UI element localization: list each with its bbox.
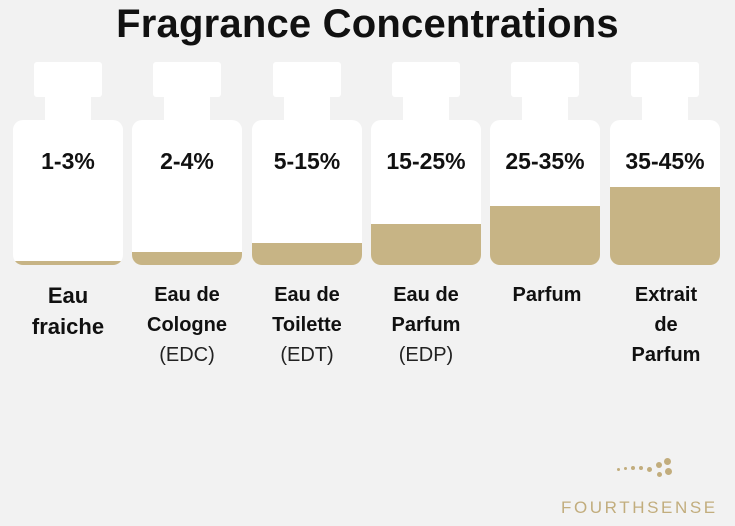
label-eau-fraiche: Eau fraiche <box>8 280 128 342</box>
logo-text: FOURTHSENSE <box>561 498 718 517</box>
bottle-body: 5-15% <box>252 120 362 265</box>
label-abbr: (EDC) <box>159 344 215 366</box>
label-name: Eau de Parfum <box>391 284 461 336</box>
bottle-percent: 25-35% <box>505 148 585 174</box>
page-title: Fragrance Concentrations <box>116 2 619 46</box>
bottle-percent: 2-4% <box>160 148 214 174</box>
bottle-fill <box>13 261 123 265</box>
label-eau-de-cologne: Eau de Cologne (EDC) <box>127 280 247 370</box>
bottle-percent: 1-3% <box>41 148 95 174</box>
bottle-eau-fraiche: 1-3% <box>13 62 123 265</box>
bottle-fill <box>490 206 600 265</box>
label-name: Parfum <box>512 284 582 306</box>
bottle-percent: 35-45% <box>625 148 705 174</box>
bottle-fill <box>132 252 242 265</box>
bottle-body: 1-3% <box>13 120 123 265</box>
label-name: Extrait de Parfum <box>631 284 701 366</box>
bottle-extrait-de-parfum: 35-45% <box>610 62 720 265</box>
bottle-body: 2-4% <box>132 120 242 265</box>
label-abbr: (EDP) <box>398 344 454 366</box>
bottle-eau-de-cologne: 2-4% <box>132 62 242 265</box>
label-name: Eau de Cologne <box>147 284 227 336</box>
bottle-percent: 5-15% <box>273 148 341 174</box>
bottle-cap <box>392 62 460 97</box>
label-abbr: (EDT) <box>280 344 334 366</box>
label-eau-de-parfum: Eau de Parfum (EDP) <box>366 280 486 370</box>
bottle-body: 25-35% <box>490 120 600 265</box>
label-eau-de-toilette: Eau de Toilette (EDT) <box>247 280 367 370</box>
bottle-neck <box>522 96 568 122</box>
bottle-cap <box>511 62 579 97</box>
bottle-percent: 15-25% <box>386 148 466 174</box>
bottle-row: 1-3% 2-4% 5-15% 15-25% 25-35% <box>13 62 720 265</box>
bottle-neck <box>403 96 449 122</box>
bottle-neck <box>284 96 330 122</box>
bottle-eau-de-parfum: 15-25% <box>371 62 481 265</box>
bottle-fill <box>610 187 720 265</box>
label-extrait-de-parfum: Extrait de Parfum <box>606 280 726 370</box>
bottle-cap <box>631 62 699 97</box>
label-name: Eau fraiche <box>31 283 105 339</box>
bottle-neck <box>642 96 688 122</box>
bottle-eau-de-toilette: 5-15% <box>252 62 362 265</box>
bottle-cap <box>273 62 341 97</box>
bottle-parfum: 25-35% <box>490 62 600 265</box>
bottle-neck <box>164 96 210 122</box>
bottle-body: 35-45% <box>610 120 720 265</box>
label-parfum: Parfum <box>487 280 607 310</box>
bottle-neck <box>45 96 91 122</box>
label-name: Eau de Toilette <box>272 284 342 336</box>
fourthsense-logo: FOURTHSENSE <box>561 454 731 524</box>
bottle-fill <box>252 243 362 265</box>
bottle-cap <box>34 62 102 97</box>
bottle-body: 15-25% <box>371 120 481 265</box>
bottle-cap <box>153 62 221 97</box>
bottle-fill <box>371 224 481 265</box>
